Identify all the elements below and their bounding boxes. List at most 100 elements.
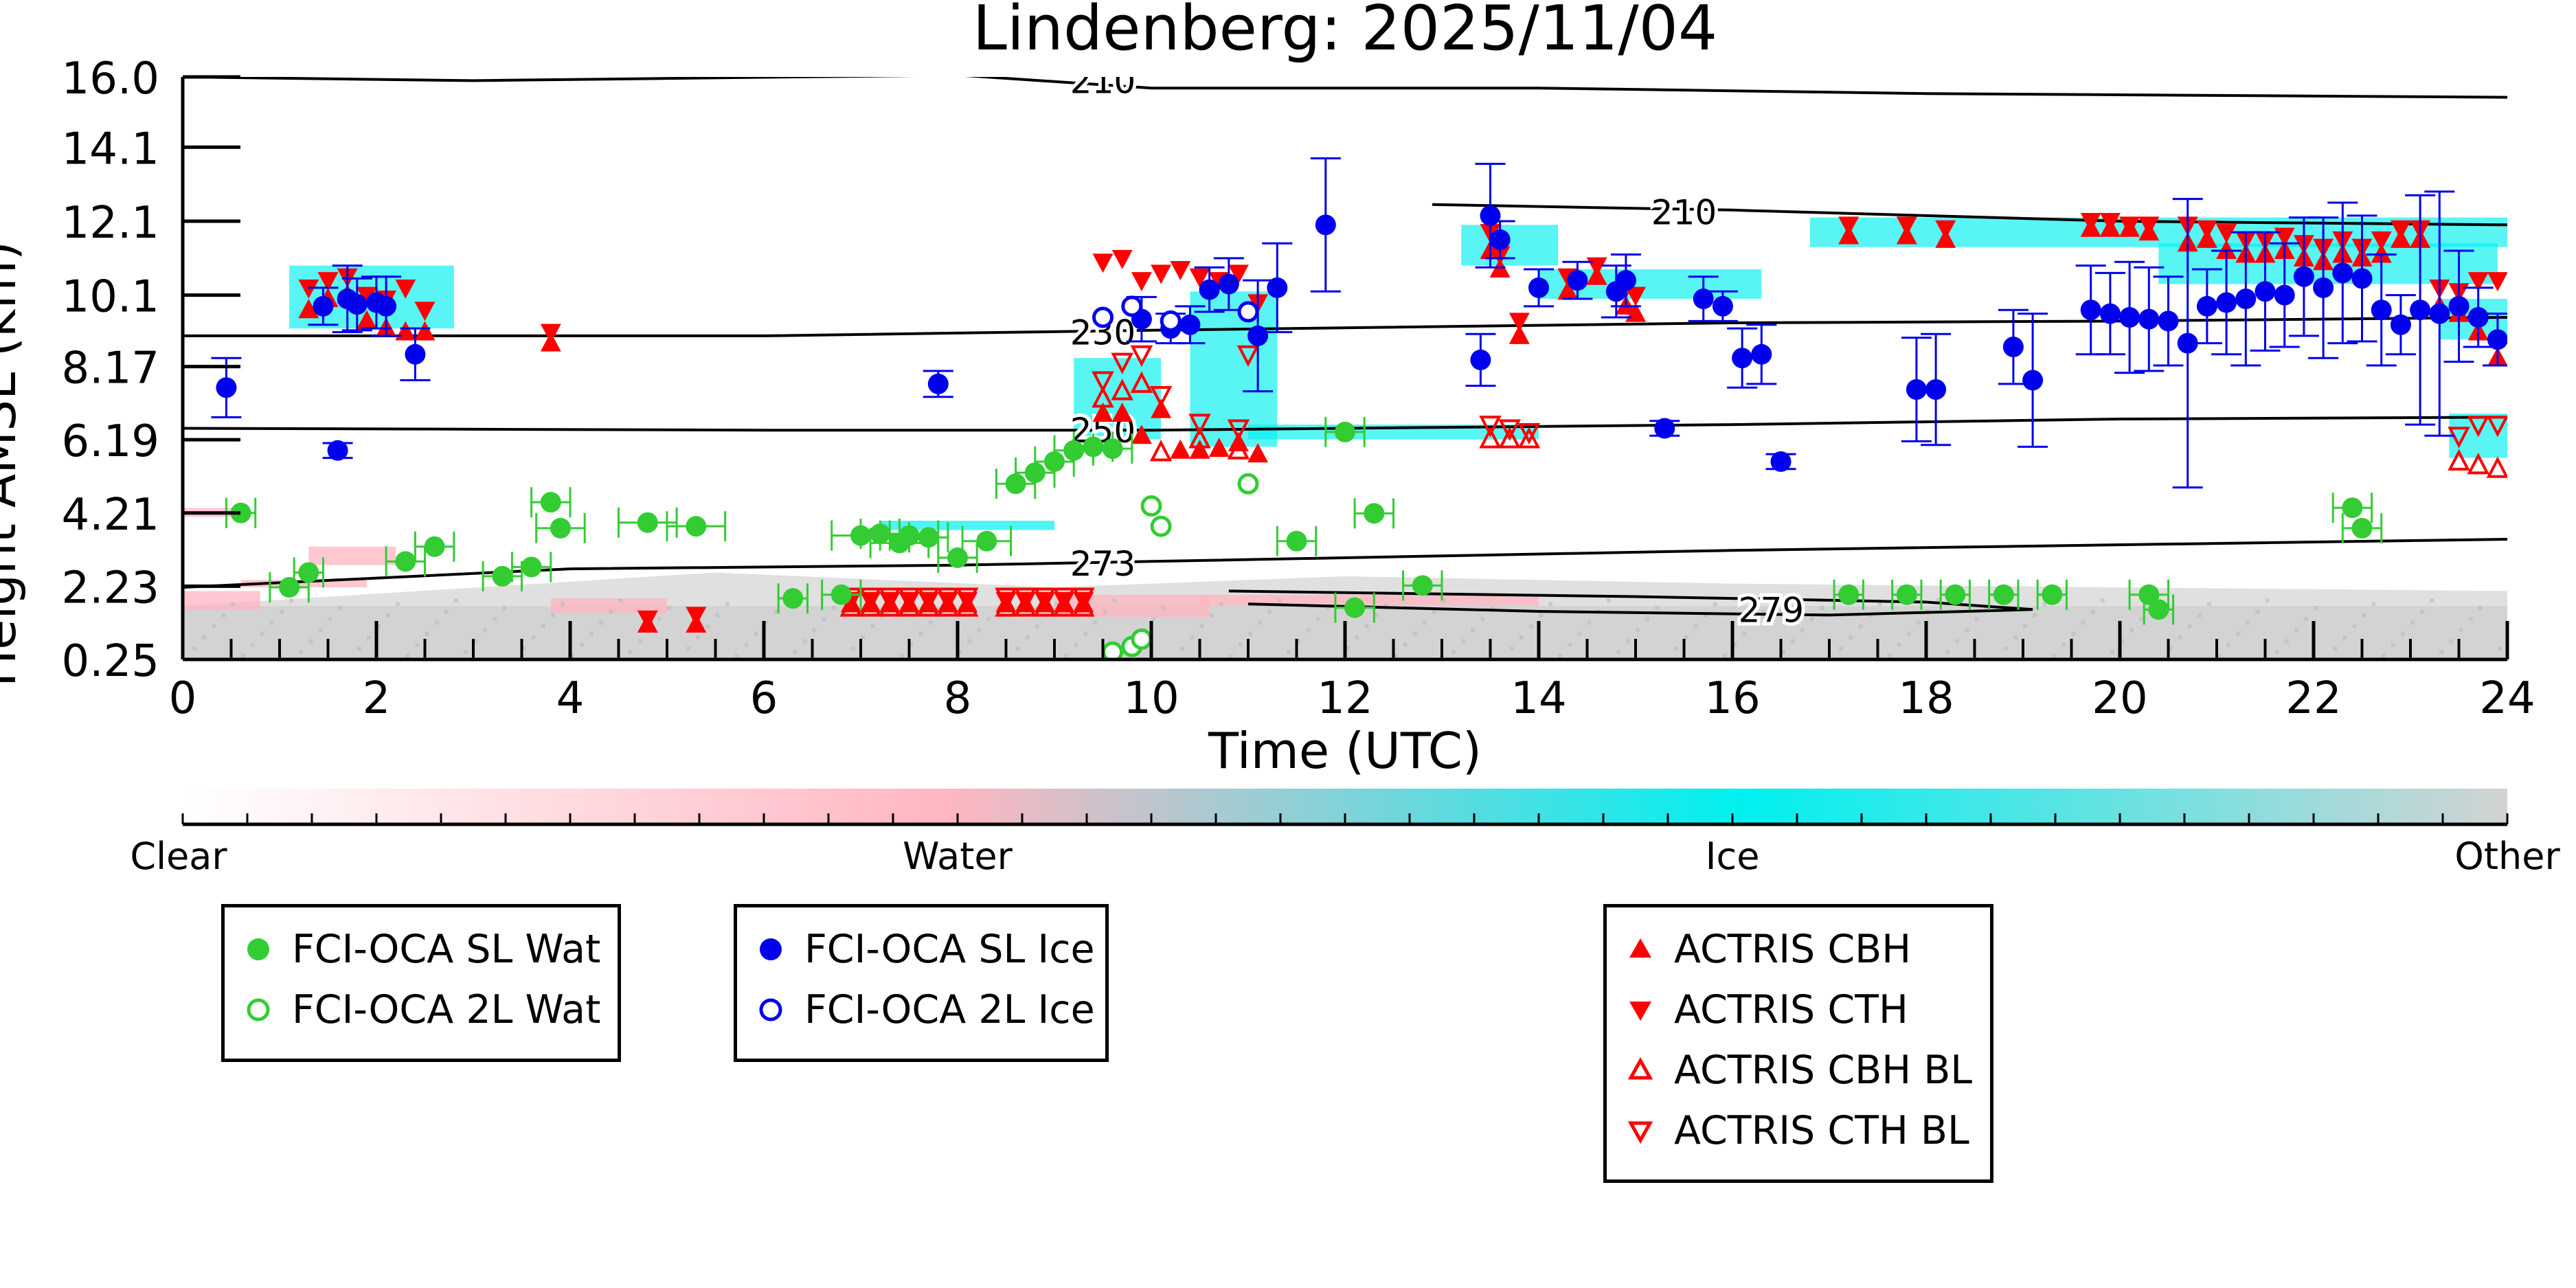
other-speck [502,605,507,610]
data-point [2371,243,2392,263]
other-speck [192,646,197,651]
open-triangle-down-icon [1627,1121,1653,1144]
colorbar-label-water: Water [903,835,1013,878]
other-speck [2342,635,2347,640]
data-point [918,591,939,611]
data-point [1479,427,1502,449]
open-triangle-up-icon [1627,1057,1653,1080]
contour-label: 210 [1651,193,1717,233]
data-point [2487,272,2507,292]
data-point [298,279,319,299]
data-point [1896,216,1917,236]
data-point [1770,451,1792,472]
data-point [976,530,997,552]
data-point [2390,314,2411,335]
data-point [1693,289,1714,310]
other-speck [667,605,671,610]
data-point [1489,229,1511,250]
other-speck [231,602,236,607]
contour-label: 210 [1070,61,1136,101]
other-speck [1539,613,1543,618]
x-tick-label: 16 [1704,673,1760,724]
other-speck [1471,628,1476,633]
other-speck [850,646,855,651]
other-speck [560,602,565,607]
other-speck [1480,617,1485,622]
other-speck [2314,605,2318,610]
data-point [1236,345,1260,368]
other-speck [1442,598,1446,603]
data-point [2119,306,2140,328]
data-point [860,591,881,611]
data-point [1509,324,1530,344]
data-point [927,373,949,394]
other-speck [473,639,477,644]
data-point [1131,425,1152,444]
other-speck [2371,602,2376,607]
legend-item-2l-ice: FCI-OCA 2L Ice [754,986,1095,1034]
data-point [1111,402,1133,422]
data-point [2274,284,2295,306]
other-speck [1509,646,1514,651]
other-speck [831,605,836,610]
y-tick-label: 16.0 [62,54,160,104]
data-point [1121,295,1143,317]
data-point [1935,220,1956,240]
other-speck [1674,646,1679,651]
other-speck [1528,624,1533,629]
other-speck [1112,598,1117,603]
other-speck [2410,620,2415,625]
data-point [1615,270,1636,291]
other-speck [715,613,720,618]
data-point [2042,584,2063,605]
other-speck [744,642,749,647]
data-point [424,536,445,557]
other-speck [202,635,207,640]
other-speck [2033,613,2037,618]
data-point [2099,303,2121,324]
other-speck [1906,631,1911,636]
other-speck [1248,631,1252,636]
colorbar-label-ice: Ice [1706,835,1760,878]
other-speck [986,617,991,622]
other-speck [1587,620,1592,625]
other-speck [308,639,313,644]
data-point [1111,249,1133,269]
other-speck [1732,642,1737,647]
data-point [1092,402,1114,422]
other-speck [1190,635,1195,640]
water-patch [183,591,260,610]
data-point [1247,325,1269,346]
other-speck [2139,617,2144,622]
data-point [1199,279,1220,300]
other-speck [928,620,933,625]
other-speck [1897,642,1901,647]
open-circle-icon [247,998,270,1021]
other-speck [1161,605,1166,610]
other-speck [1684,635,1688,640]
other-speck [337,605,342,610]
other-speck [2090,609,2095,614]
other-speck [1315,617,1320,622]
other-speck [289,598,294,603]
data-point [230,502,251,523]
other-speck [1074,642,1078,647]
data-point [2196,220,2217,240]
other-speck [812,628,817,633]
legend-item-2l-wat: FCI-OCA 2L Wat [241,986,600,1034]
other-speck [686,646,691,651]
data-point [1151,398,1172,418]
data-point [414,302,436,321]
other-speck [1345,646,1349,651]
data-point [1140,495,1162,517]
data-point [1188,414,1211,436]
data-point [1838,216,1860,236]
other-speck [1577,631,1582,636]
legend-actris: ACTRIS CBH ACTRIS CTH ACTRIS CBH BL ACTR… [1603,904,1993,1183]
other-speck [2071,631,2076,636]
data-point [1896,584,1917,605]
y-tick-label: 0.25 [62,636,160,687]
data-point [2410,300,2431,321]
x-tick-label: 10 [1123,673,1179,724]
